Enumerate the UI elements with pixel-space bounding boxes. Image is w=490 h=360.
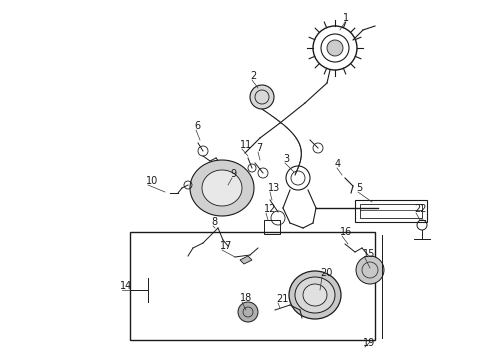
Polygon shape	[240, 256, 252, 264]
Ellipse shape	[303, 284, 327, 306]
Text: 12: 12	[264, 204, 276, 214]
Text: 21: 21	[276, 294, 289, 304]
Ellipse shape	[289, 271, 341, 319]
Text: 14: 14	[120, 281, 132, 291]
Circle shape	[327, 40, 343, 56]
Circle shape	[356, 256, 384, 284]
Text: 16: 16	[340, 227, 352, 237]
Circle shape	[250, 85, 274, 109]
Text: 9: 9	[230, 169, 236, 179]
Polygon shape	[202, 170, 242, 206]
Text: 7: 7	[256, 143, 262, 153]
Text: 6: 6	[194, 121, 200, 131]
Circle shape	[238, 302, 258, 322]
Text: 19: 19	[363, 338, 375, 348]
Bar	[355, 200, 427, 222]
Text: 15: 15	[363, 249, 375, 259]
Bar	[360, 204, 422, 218]
Text: 13: 13	[268, 183, 280, 193]
Text: 11: 11	[240, 140, 252, 150]
Text: 2: 2	[250, 71, 256, 81]
Bar	[264, 220, 280, 234]
Text: 5: 5	[356, 183, 362, 193]
Text: 3: 3	[283, 154, 289, 164]
Polygon shape	[190, 160, 254, 216]
Text: 20: 20	[320, 268, 332, 278]
Ellipse shape	[295, 277, 335, 313]
Text: 18: 18	[240, 293, 252, 303]
Text: 17: 17	[220, 241, 232, 251]
Text: 8: 8	[211, 217, 217, 227]
Text: 22: 22	[414, 204, 426, 214]
Text: 10: 10	[146, 176, 158, 186]
Bar	[130, 232, 375, 340]
Text: 1: 1	[343, 13, 349, 23]
Text: 4: 4	[335, 159, 341, 169]
